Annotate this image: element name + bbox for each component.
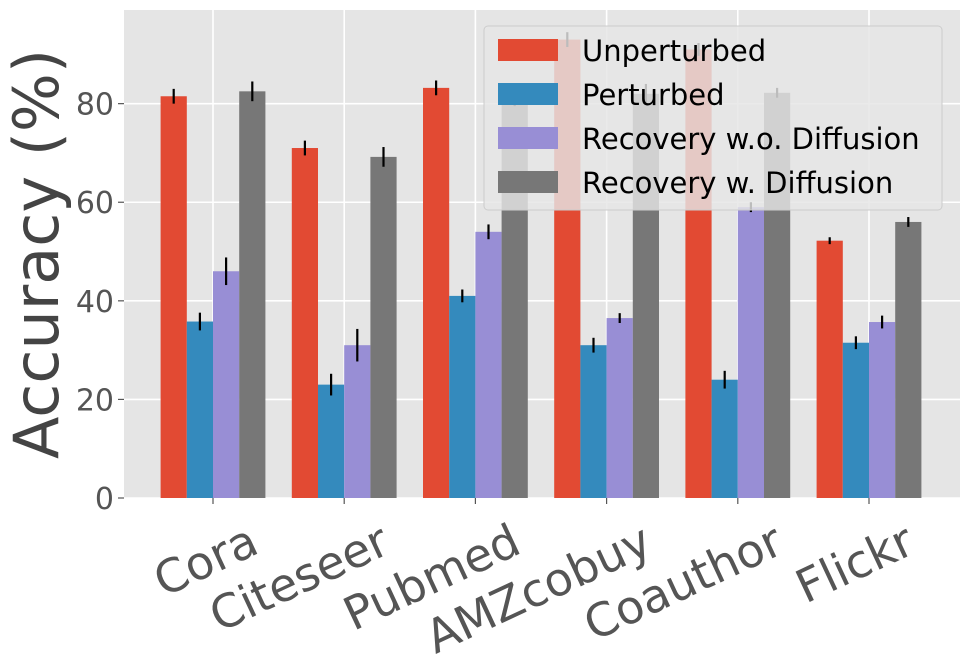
legend-swatch xyxy=(498,83,558,105)
bar-recovery-w-o-diffusion-pubmed xyxy=(475,231,502,498)
legend-swatch xyxy=(498,39,558,61)
y-tick-label: 40 xyxy=(76,285,114,320)
bar-recovery-w-o-diffusion-coauthor xyxy=(737,207,764,498)
y-axis-ticks: 0 20 40 60 80 xyxy=(76,88,124,517)
y-tick-label: 60 xyxy=(76,186,114,221)
legend-box xyxy=(483,25,943,211)
legend-swatch xyxy=(498,127,558,149)
bar-perturbed-citeseer xyxy=(318,384,345,498)
x-tick-label: Flickr xyxy=(787,513,921,614)
bar-unperturbed-citeseer xyxy=(291,148,318,498)
bar-recovery-w-diffusion-citeseer xyxy=(370,156,397,498)
bar-recovery-w-o-diffusion-flickr xyxy=(869,322,896,498)
bar-perturbed-cora xyxy=(186,321,213,498)
legend-label: Recovery w.o. Diffusion xyxy=(582,122,920,156)
bar-perturbed-coauthor xyxy=(711,379,738,498)
bar-recovery-w-o-diffusion-amzcobuy xyxy=(606,318,633,498)
bar-recovery-w-diffusion-cora xyxy=(239,91,266,498)
bar-recovery-w-o-diffusion-cora xyxy=(213,271,240,498)
bar-recovery-w-diffusion-flickr xyxy=(895,221,922,498)
bar-unperturbed-pubmed xyxy=(423,87,450,499)
legend-label: Recovery w. Diffusion xyxy=(582,166,893,200)
legend-label: Perturbed xyxy=(582,78,725,112)
bar-perturbed-pubmed xyxy=(449,295,476,498)
legend-swatch xyxy=(498,171,558,193)
legend-label: Unperturbed xyxy=(582,34,766,68)
y-axis-label: Accuracy (%) xyxy=(0,49,73,459)
bar-perturbed-amzcobuy xyxy=(580,345,607,498)
legend: Unperturbed Perturbed Recovery w.o. Diffus… xyxy=(483,25,943,211)
y-tick-label: 0 xyxy=(95,482,114,517)
bar-perturbed-flickr xyxy=(842,342,869,498)
bar-unperturbed-flickr xyxy=(816,240,843,498)
bar-recovery-w-o-diffusion-citeseer xyxy=(344,345,371,498)
y-tick-label: 20 xyxy=(76,383,114,418)
bar-unperturbed-cora xyxy=(160,96,187,498)
y-tick-label: 80 xyxy=(76,88,114,123)
